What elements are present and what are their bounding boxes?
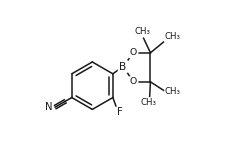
Text: O: O — [130, 77, 137, 86]
Text: CH₃: CH₃ — [141, 98, 157, 107]
Text: CH₃: CH₃ — [135, 27, 151, 36]
Text: CH₃: CH₃ — [164, 32, 180, 41]
Text: CH₃: CH₃ — [164, 87, 180, 95]
Text: O: O — [130, 48, 137, 57]
Text: N: N — [45, 103, 53, 112]
Text: F: F — [117, 107, 123, 117]
Text: B: B — [119, 62, 127, 72]
